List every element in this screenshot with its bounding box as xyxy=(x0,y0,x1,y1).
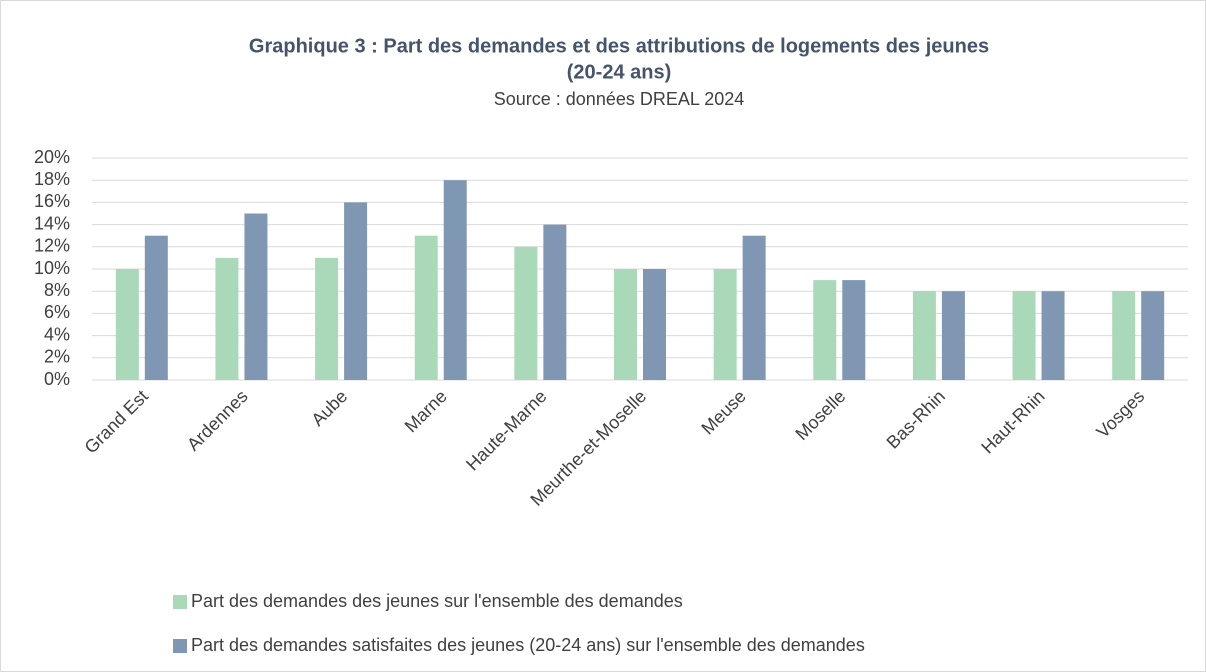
legend-swatch xyxy=(173,595,187,609)
y-tick-label: 10% xyxy=(34,258,70,278)
y-tick-label: 18% xyxy=(34,169,70,189)
bar xyxy=(514,246,538,380)
bar xyxy=(742,235,766,380)
bar xyxy=(115,269,139,380)
bar xyxy=(244,213,268,380)
y-tick-label: 6% xyxy=(44,302,70,322)
bar xyxy=(215,257,239,380)
bar xyxy=(842,280,866,380)
bar xyxy=(1112,291,1136,380)
y-tick-label: 0% xyxy=(44,369,70,389)
y-tick-label: 14% xyxy=(34,213,70,233)
bar xyxy=(614,269,637,380)
bar xyxy=(941,291,965,380)
legend-label: Part des demandes satisfaites des jeunes… xyxy=(191,635,865,655)
bar xyxy=(344,202,368,380)
y-tick-label: 16% xyxy=(34,191,70,211)
chart-title: (20-24 ans) xyxy=(567,61,672,83)
bar xyxy=(443,180,467,380)
bar xyxy=(643,269,666,380)
y-tick-label: 2% xyxy=(44,347,70,367)
bar xyxy=(1141,291,1165,380)
bar xyxy=(1041,291,1065,380)
bar xyxy=(315,257,339,380)
bar xyxy=(813,280,837,380)
y-tick-label: 8% xyxy=(44,280,70,300)
legend-swatch xyxy=(173,639,187,653)
bar xyxy=(414,235,438,380)
bar xyxy=(144,235,168,380)
bar xyxy=(912,291,936,380)
bar xyxy=(1012,291,1036,380)
bar xyxy=(713,269,737,380)
chart-subtitle: Source : données DREAL 2024 xyxy=(494,89,745,109)
legend-label: Part des demandes des jeunes sur l'ensem… xyxy=(191,591,683,611)
chart-title: Graphique 3 : Part des demandes et des a… xyxy=(249,35,989,57)
bar xyxy=(543,224,567,380)
y-tick-label: 12% xyxy=(34,236,70,256)
y-tick-label: 20% xyxy=(34,147,70,167)
y-tick-label: 4% xyxy=(44,324,70,344)
